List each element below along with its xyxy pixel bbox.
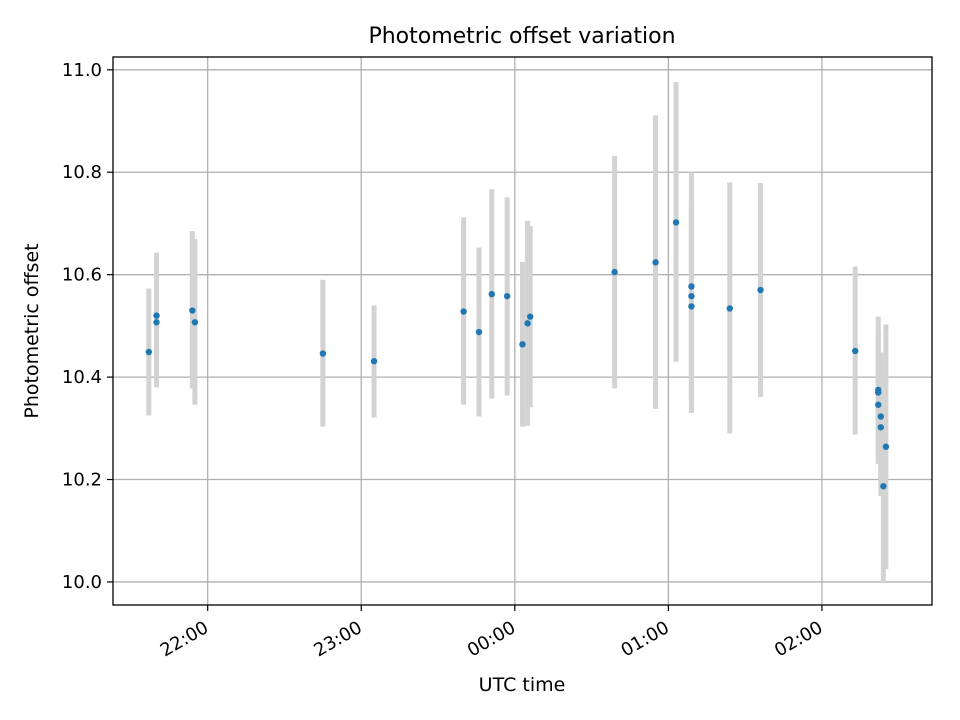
data-point	[524, 320, 531, 327]
data-point	[877, 413, 885, 420]
data-point	[672, 219, 680, 226]
plot-frame	[112, 56, 933, 606]
y-tick-label: 10.4	[62, 367, 102, 388]
data-point	[191, 319, 199, 326]
data-point	[688, 292, 695, 300]
grid-lines	[113, 57, 932, 605]
data-point	[652, 259, 659, 266]
y-tick-label: 10.2	[62, 470, 102, 491]
data-point	[153, 312, 160, 319]
y-tick-label: 10.6	[62, 265, 102, 286]
data-point	[519, 341, 526, 348]
data-point	[460, 308, 467, 315]
data-point	[611, 268, 618, 276]
data-point	[875, 389, 882, 396]
data-point	[153, 319, 160, 326]
data-point	[475, 328, 483, 336]
x-axis-label: UTC time	[479, 674, 566, 696]
y-tick-label: 10.8	[62, 162, 102, 183]
chart-title: Photometric offset variation	[368, 24, 675, 49]
data-point	[488, 290, 495, 298]
data-point	[882, 443, 890, 450]
y-axis-label: Photometric offset	[21, 243, 43, 418]
data-point	[852, 347, 859, 355]
data-point	[503, 292, 511, 300]
data-point	[189, 307, 196, 314]
data-point	[757, 286, 764, 294]
y-tick-label: 11.0	[62, 60, 102, 81]
data-point	[526, 313, 534, 320]
data-point	[688, 283, 695, 290]
data-point	[145, 348, 153, 356]
data-point	[688, 303, 695, 310]
data-point	[875, 401, 882, 408]
data-point	[877, 424, 885, 431]
data-point	[319, 350, 327, 357]
data-points	[145, 219, 890, 490]
data-point	[880, 482, 887, 490]
y-tick-label: 10.0	[62, 572, 102, 593]
data-point	[370, 358, 378, 365]
data-point	[726, 305, 734, 312]
